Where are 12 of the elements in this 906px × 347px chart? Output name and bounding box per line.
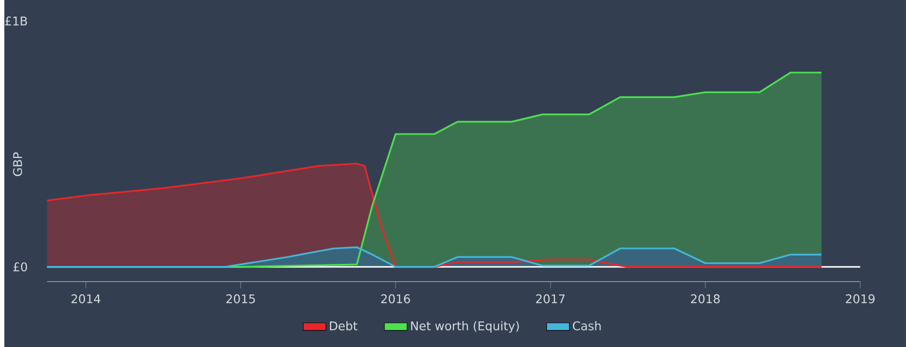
x-tick-label: 2018 (691, 294, 720, 304)
x-tick-label: 2014 (72, 294, 100, 304)
x-tick-label: 2017 (536, 294, 565, 304)
y-axis-title: GBP (13, 152, 22, 176)
legend-label: Debt (330, 320, 358, 330)
x-tick-label: 2016 (381, 294, 410, 304)
y-tick-label: £1B (5, 16, 27, 26)
x-tick-label: 2019 (846, 294, 875, 304)
y-tick-label: £0 (13, 262, 28, 272)
x-tick-label: 2015 (226, 294, 255, 304)
legend-label: Net worth (Equity) (411, 320, 519, 333)
legend-label: Cash (572, 320, 601, 330)
